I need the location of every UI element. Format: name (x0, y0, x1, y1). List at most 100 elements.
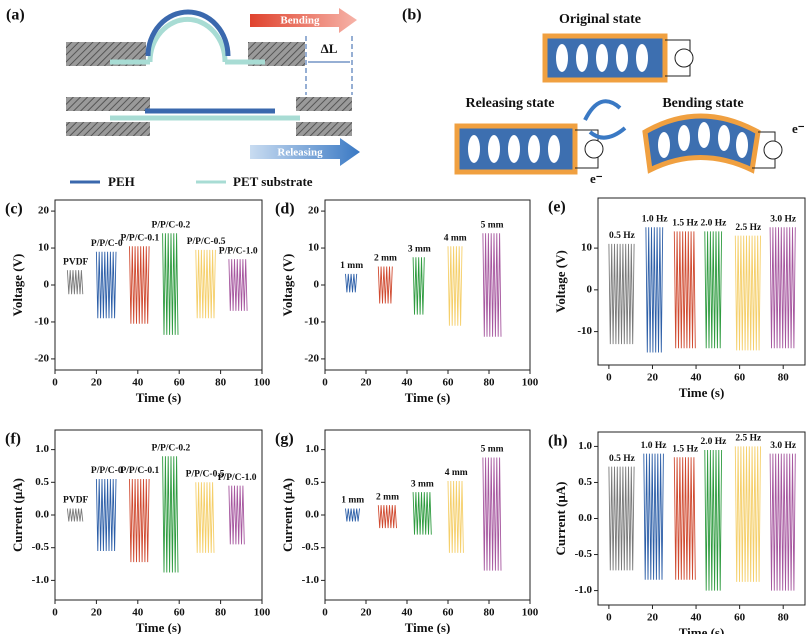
y-tick-label: -0.5 (302, 541, 320, 553)
signal (377, 505, 397, 529)
clamp (296, 122, 352, 136)
y-tick-label: 0.5 (35, 476, 49, 488)
signal (608, 466, 635, 571)
x-axis-label: Time (s) (405, 390, 451, 405)
series-label: 4 mm (444, 233, 467, 243)
x-axis-label: Time (s) (679, 385, 725, 400)
x-tick-label: 100 (254, 607, 271, 619)
x-tick-label: 20 (647, 372, 659, 384)
y-tick-label: -10 (304, 315, 319, 327)
panel-label: (e) (548, 199, 566, 216)
signal (195, 249, 216, 319)
x-tick-label: 80 (484, 377, 496, 389)
y-axis-label: Voltage (V) (553, 250, 568, 313)
y-tick-label: 20 (308, 205, 320, 217)
signal (162, 233, 179, 335)
clamp (296, 97, 352, 111)
y-tick-label: 1.0 (305, 443, 319, 455)
y-tick-label: -10 (577, 325, 592, 337)
y-tick-label: -0.5 (575, 548, 593, 560)
x-tick-label: 40 (402, 377, 414, 389)
y-axis-label: Current (μA) (553, 482, 568, 556)
series-label: PVDF (63, 496, 89, 506)
series-label: 2 mm (376, 492, 399, 502)
signal (704, 449, 723, 591)
signal (643, 453, 664, 580)
x-tick-label: 20 (361, 607, 373, 619)
x-tick-label: 20 (91, 377, 103, 389)
series-label: P/P/C-0.5 (186, 469, 225, 479)
x-tick-label: 60 (443, 607, 455, 619)
bending-arrow (250, 8, 357, 33)
series-label: 2.5 Hz (735, 434, 762, 444)
diagram-a: (a) ΔL Bending Releasing PEH PET substra… (6, 7, 360, 189)
series-label: 2 mm (374, 254, 397, 264)
x-tick-label: 0 (606, 612, 612, 624)
bending-label: Bending (280, 15, 320, 27)
y-tick-label: 10 (38, 242, 50, 254)
y-tick-label: -20 (304, 352, 319, 364)
signal (734, 235, 761, 351)
x-tick-label: 20 (91, 607, 103, 619)
x-tick-label: 20 (361, 377, 373, 389)
x-tick-label: 100 (254, 377, 271, 389)
signal (129, 246, 150, 324)
x-axis-label: Time (s) (136, 620, 182, 634)
legend-label: PEH (108, 174, 135, 189)
signal (162, 456, 179, 573)
series-label: 2.0 Hz (701, 437, 728, 447)
series-label: P/P/C-0.2 (152, 443, 191, 453)
series-label: P/P/C-0.1 (120, 233, 159, 243)
substrate (147, 17, 228, 63)
series-label: 1 mm (341, 496, 364, 506)
x-tick-label: 60 (443, 377, 455, 389)
series-label: 2.0 Hz (701, 219, 728, 229)
panel-label: (d) (275, 201, 295, 218)
x-tick-label: 60 (174, 377, 186, 389)
signal (673, 231, 696, 349)
y-axis-label: Voltage (V) (10, 254, 25, 317)
series-label: 0.5 Hz (609, 231, 636, 241)
series-label: P/P/C-0.5 (187, 237, 226, 247)
series-label: P/P/C-0 (91, 239, 123, 249)
y-tick-label: 0 (314, 279, 320, 291)
y-tick-label: 0.5 (305, 476, 319, 488)
x-tick-label: 20 (647, 612, 659, 624)
x-tick-label: 80 (215, 607, 227, 619)
y-tick-label: -1.0 (32, 574, 50, 586)
signal (645, 227, 664, 353)
x-tick-label: 0 (322, 607, 328, 619)
signal (95, 251, 117, 319)
series-label: P/P/C-0.2 (152, 220, 191, 230)
signal (228, 485, 245, 545)
x-tick-label: 0 (606, 372, 612, 384)
x-tick-label: 80 (484, 607, 496, 619)
signal (447, 480, 464, 553)
y-tick-label: 1.0 (35, 443, 49, 455)
series-label: 3 mm (411, 479, 434, 489)
electron-label: e⁻ (590, 171, 603, 186)
releasing-arrow (250, 138, 360, 166)
state-label: Original state (559, 12, 641, 27)
y-axis-label: Current (μA) (10, 478, 25, 552)
signal (734, 446, 761, 582)
cycle-arrow (583, 99, 627, 140)
x-tick-label: 0 (52, 607, 58, 619)
state-label: Bending state (662, 96, 743, 111)
y-axis-label: Voltage (V) (280, 254, 295, 317)
series-label: 3.0 Hz (770, 214, 797, 224)
signal (704, 231, 723, 349)
series-label: P/P/C-0 (91, 466, 123, 476)
series-label: P/P/C-0.1 (120, 466, 159, 476)
signal (66, 508, 84, 522)
y-tick-label: 10 (581, 242, 593, 254)
signal (412, 492, 432, 535)
peh (145, 9, 231, 57)
x-tick-label: 40 (132, 607, 144, 619)
x-tick-label: 0 (52, 377, 58, 389)
x-axis-label: Time (s) (405, 620, 451, 634)
signal (769, 227, 796, 349)
x-tick-label: 40 (132, 377, 144, 389)
panel-label: (c) (5, 201, 23, 218)
